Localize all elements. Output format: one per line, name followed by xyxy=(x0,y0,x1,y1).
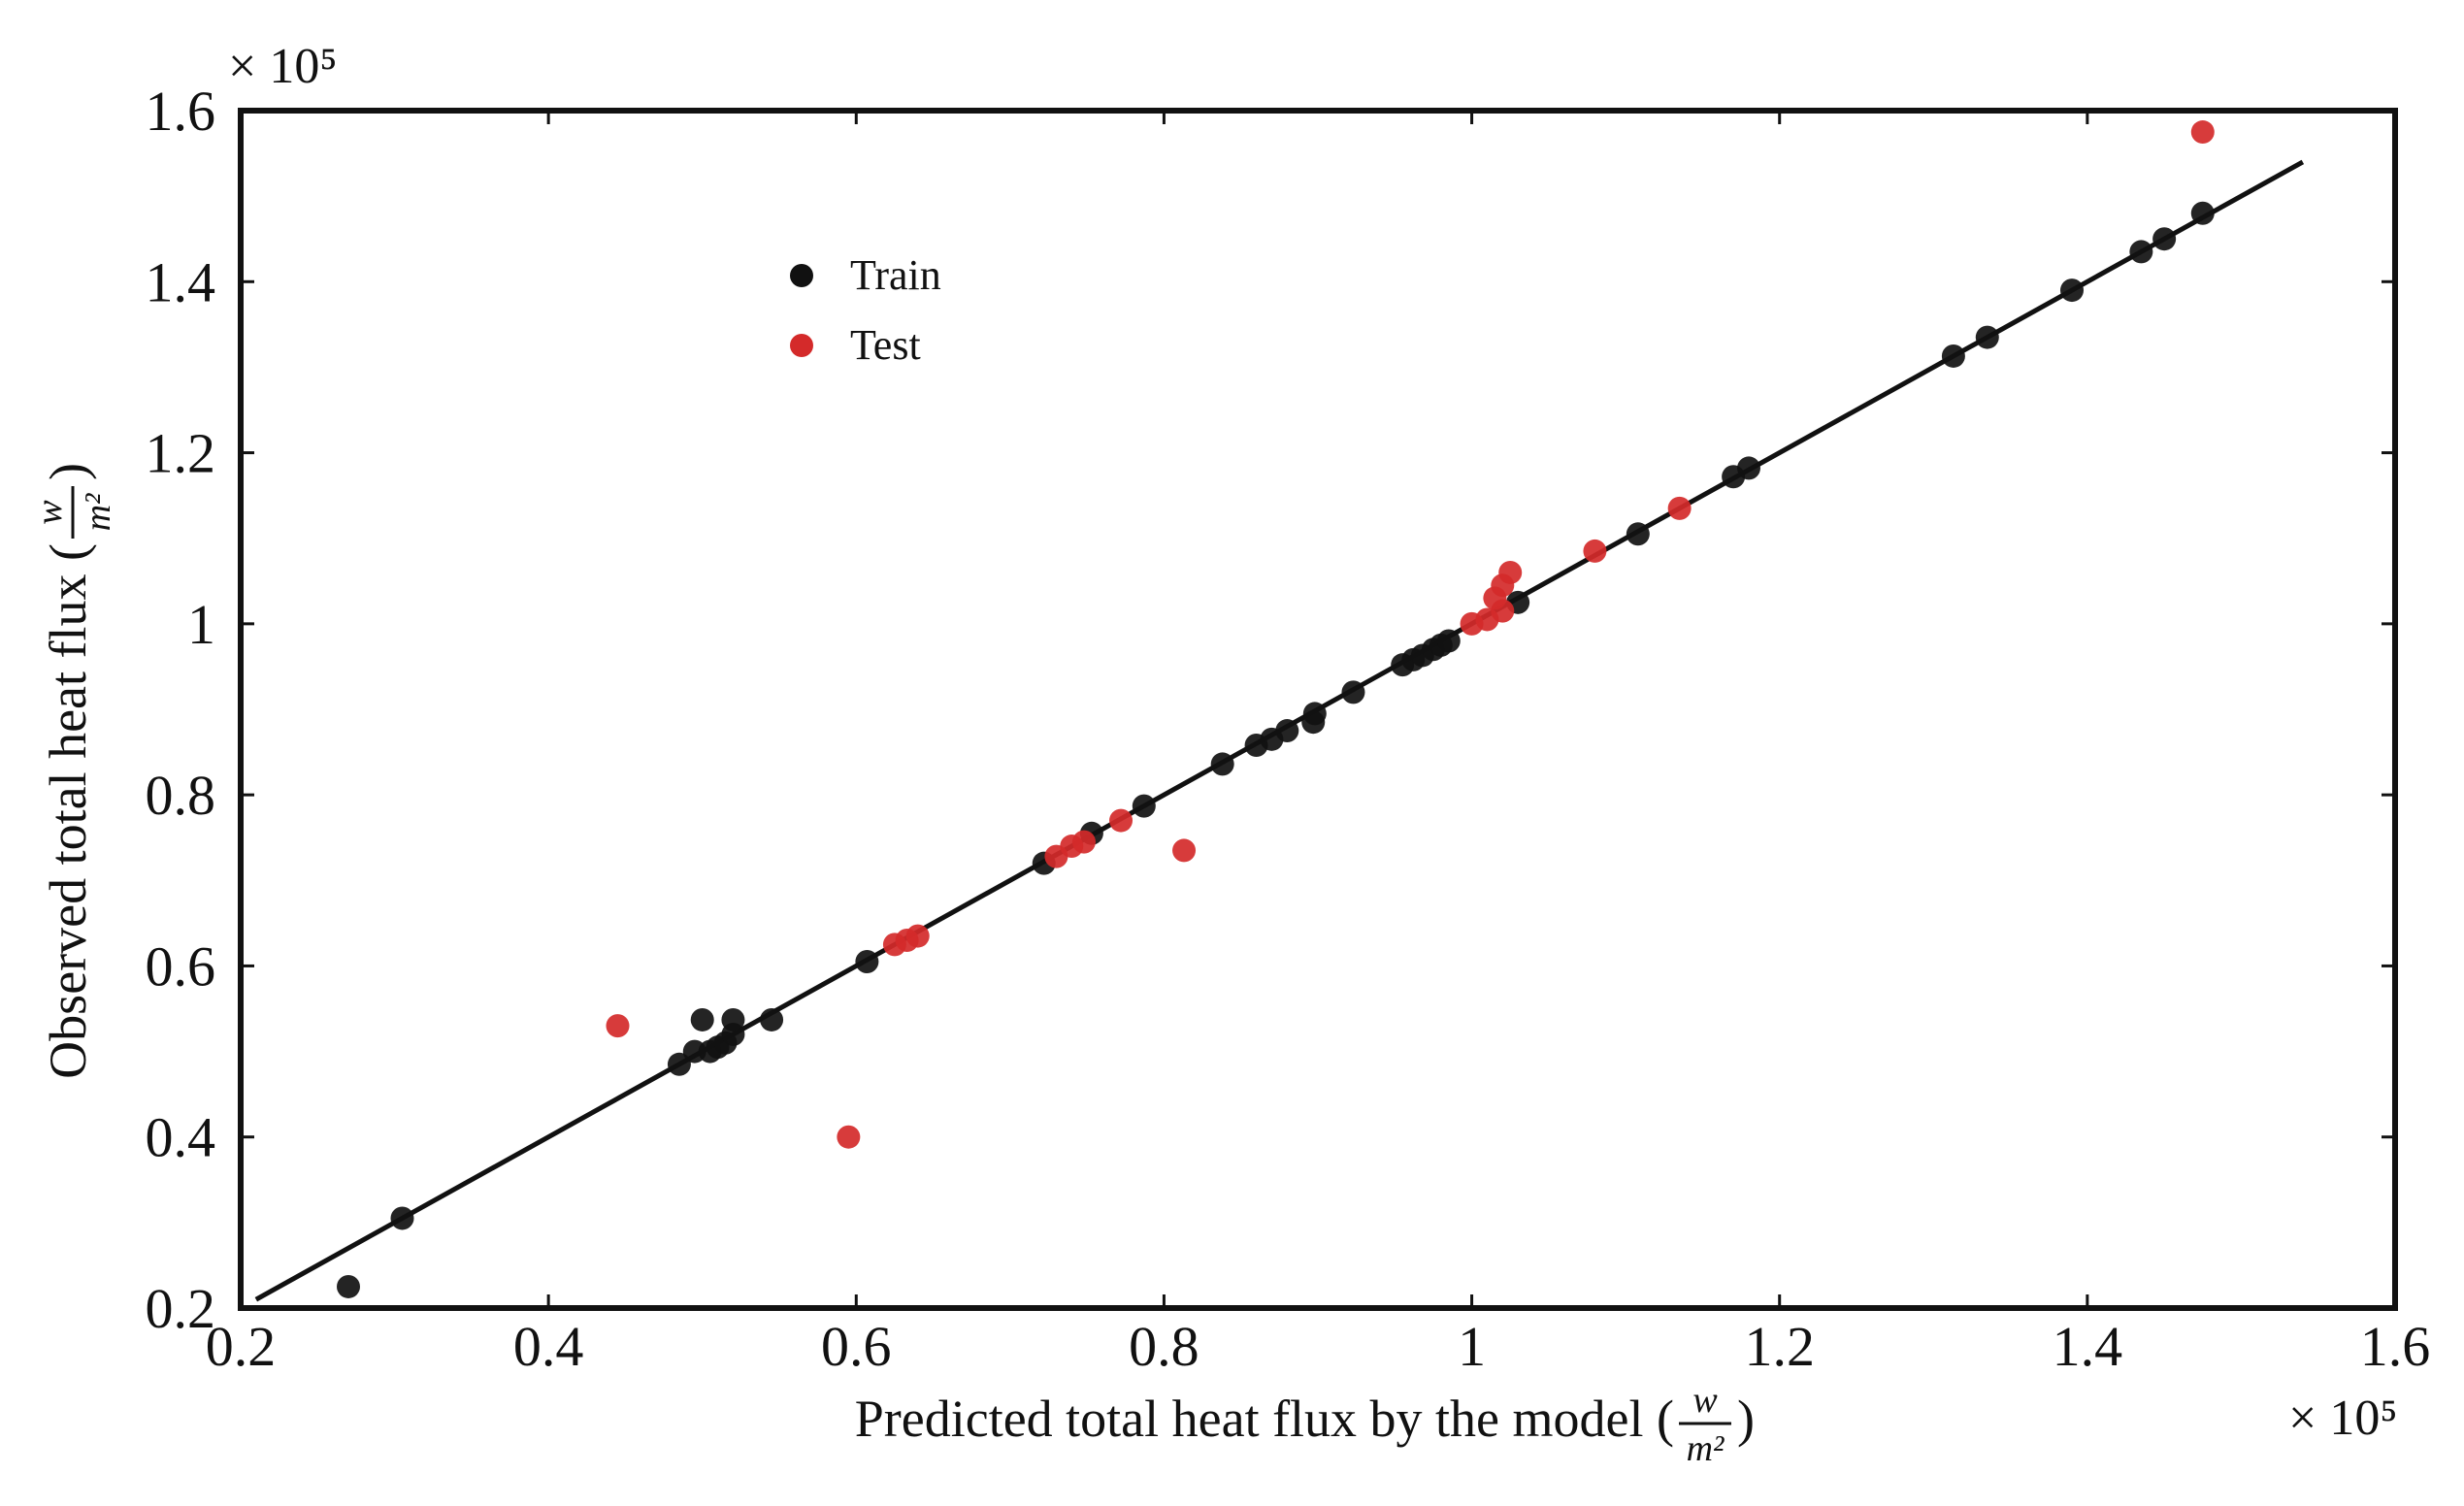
train-point xyxy=(1626,522,1650,546)
y-tick-label: 0.8 xyxy=(146,764,216,827)
y-tick-label: 0.6 xyxy=(146,934,216,998)
plot-frame xyxy=(238,108,2398,1311)
y-axis-title-denominator: m² xyxy=(78,493,118,531)
test-point xyxy=(837,1125,861,1149)
legend: Train Test xyxy=(790,251,941,369)
test-point xyxy=(1109,808,1133,833)
y-tick-label: 1 xyxy=(187,593,215,656)
legend-marker-test xyxy=(790,334,813,357)
tick-marks xyxy=(239,109,2397,1310)
train-point xyxy=(1275,719,1299,743)
train-point xyxy=(667,1052,691,1076)
train-point xyxy=(690,1007,714,1031)
legend-label-test: Test xyxy=(850,321,921,369)
train-point xyxy=(1341,680,1365,704)
legend-marker-train xyxy=(790,264,813,287)
train-point xyxy=(760,1007,784,1031)
legend-label-train: Train xyxy=(850,251,941,299)
train-point xyxy=(1941,344,1965,368)
test-point xyxy=(1583,539,1607,563)
x-axis-title-denominator: m² xyxy=(1687,1428,1725,1469)
y-tick-label: 1.4 xyxy=(146,250,216,313)
train-point xyxy=(1210,752,1234,776)
y-axis-title-numerator: w xyxy=(29,500,70,525)
train-point xyxy=(337,1274,360,1298)
x-tick-label: 1.4 xyxy=(2053,1315,2123,1378)
test-point xyxy=(606,1014,630,1038)
test-point xyxy=(1491,599,1515,623)
y-tick-label: 1.2 xyxy=(146,422,216,485)
test-point xyxy=(1498,560,1523,584)
x-axis-title-prefix: Predicted total heat flux by the model ( xyxy=(855,1390,1674,1448)
test-point xyxy=(1071,830,1096,854)
train-point xyxy=(1737,456,1760,480)
x-tick-label: 0.6 xyxy=(821,1315,892,1378)
train-point xyxy=(1132,794,1156,818)
x-multiplier: × 10⁵ xyxy=(2288,1391,2397,1446)
train-point xyxy=(2129,240,2153,264)
test-point xyxy=(1667,496,1692,520)
test-point xyxy=(2190,120,2215,145)
x-tick-label: 0.8 xyxy=(1129,1315,1199,1378)
y-tick-label: 0.4 xyxy=(146,1106,216,1169)
y-multiplier: × 10⁵ xyxy=(228,39,337,94)
x-axis-title-suffix: ) xyxy=(1737,1390,1755,1448)
train-point xyxy=(2190,201,2215,225)
y-tick-label: 1.6 xyxy=(146,80,216,143)
train-point xyxy=(390,1206,414,1230)
train-point xyxy=(1975,325,1999,349)
x-tick-label: 0.4 xyxy=(513,1315,584,1378)
y-axis-title-prefix: Observed total heat flux ( xyxy=(39,543,97,1079)
x-tick-label: 1 xyxy=(1458,1315,1486,1378)
train-point xyxy=(1436,629,1461,653)
x-tick-label: 1.6 xyxy=(2360,1315,2431,1378)
x-axis-title: Predicted total heat flux by the model (… xyxy=(855,1380,1755,1469)
y-axis-title: Observed total heat flux ( w m² ) xyxy=(29,463,118,1079)
data-points xyxy=(337,120,2215,1298)
y-axis-title-suffix: ) xyxy=(39,463,97,480)
test-point xyxy=(1172,838,1197,863)
x-axis-title-numerator: w xyxy=(1692,1380,1718,1421)
train-point xyxy=(1302,702,1327,726)
train-point xyxy=(2060,278,2084,303)
x-tick-label: 1.2 xyxy=(1744,1315,1815,1378)
test-point xyxy=(905,924,930,948)
train-point xyxy=(721,1007,745,1031)
tick-labels: 0.2 0.4 0.6 0.8 1 1.2 1.4 1.6 0.2 0.4 0.6 0.8 1 1.2 1.… xyxy=(146,80,2431,1378)
train-point xyxy=(2152,227,2177,251)
x-tick-label: 0.2 xyxy=(206,1315,277,1378)
train-point xyxy=(855,950,879,974)
y-tick-label: 0.2 xyxy=(146,1277,216,1340)
